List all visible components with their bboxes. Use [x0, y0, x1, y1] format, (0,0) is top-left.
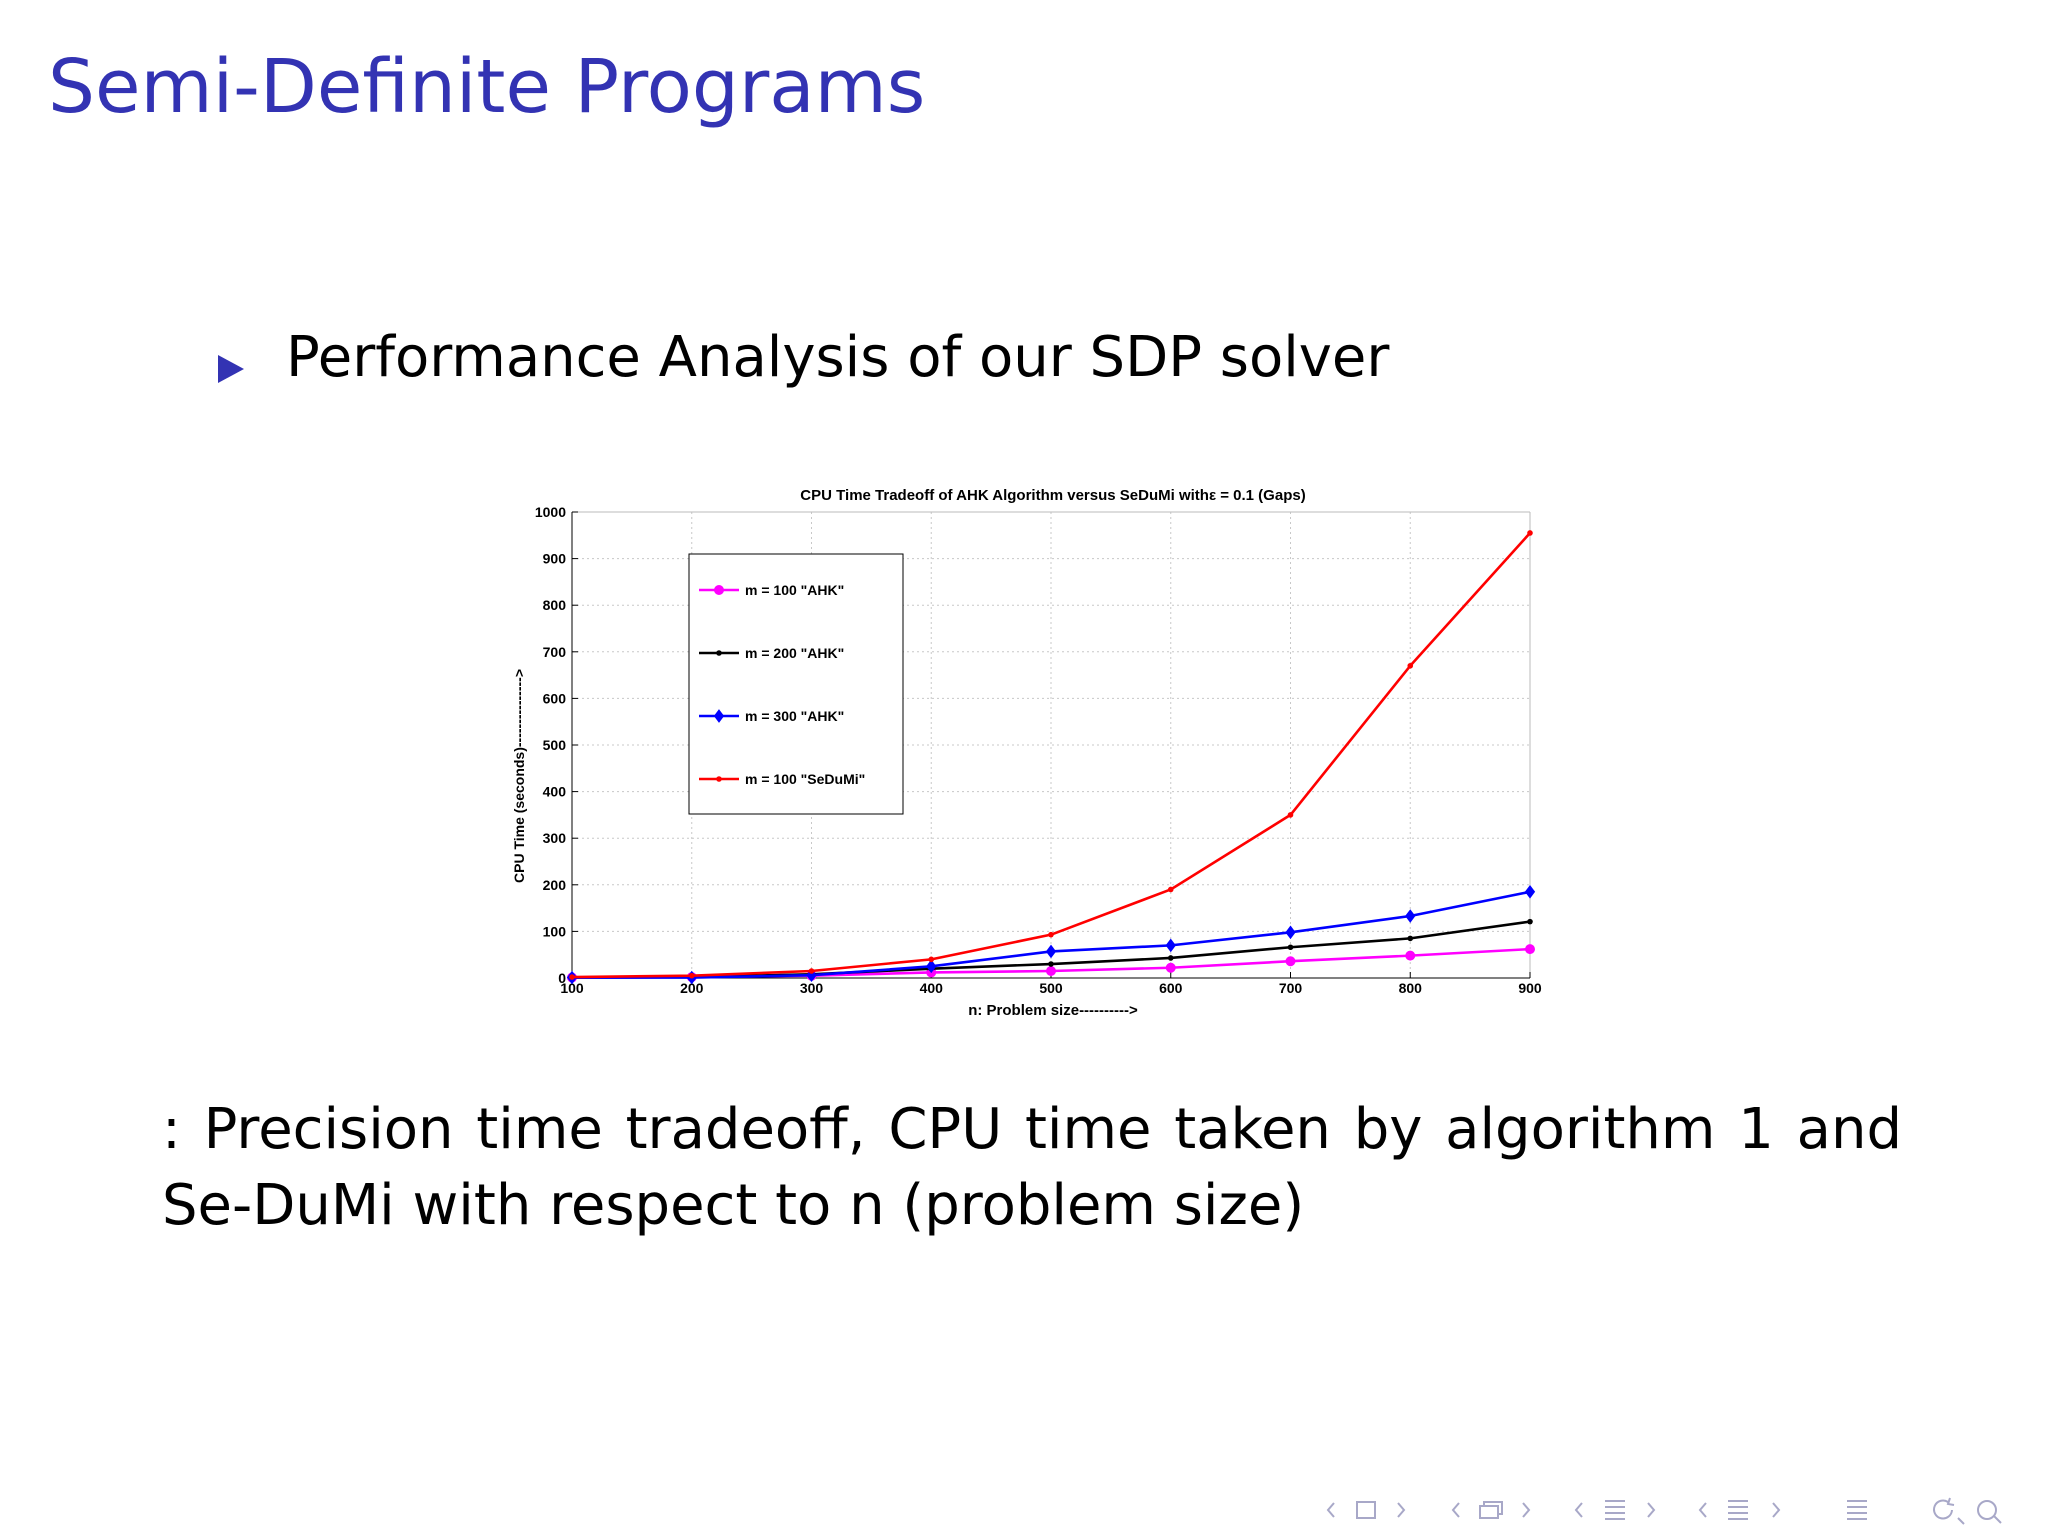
data-point [1527, 918, 1533, 925]
data-point [716, 776, 722, 782]
data-point [1407, 662, 1414, 669]
search-icon[interactable] [1976, 1500, 2004, 1524]
data-point [1407, 935, 1414, 942]
data-point [1405, 950, 1416, 961]
y-tick-label: 700 [543, 644, 567, 660]
chart-legend: m = 100 "AHK" m = 200 "AHK" m = 300 "AHK" m… [688, 553, 904, 815]
subsection-icon[interactable] [1479, 1501, 1503, 1519]
data-point [1405, 909, 1416, 923]
data-point [688, 972, 695, 979]
arrow-right-icon[interactable] [1397, 1502, 1406, 1518]
data-point [1046, 966, 1056, 977]
figure-caption: : Precision time tradeoff, CPU time take… [162, 1097, 1902, 1238]
appendix-icon[interactable] [1847, 1500, 1867, 1520]
legend-entry: m = 100 "SeDuMi" [745, 771, 865, 787]
data-point [1165, 938, 1176, 953]
arrow-left-icon[interactable] [1698, 1502, 1707, 1518]
x-tick-label: 300 [800, 980, 824, 996]
data-point [1285, 925, 1296, 940]
data-point [716, 650, 722, 656]
chart-x-axis-label: n: Problem size----------> [968, 1002, 1138, 1019]
bullet-triangle-icon [218, 355, 244, 383]
y-tick-label: 600 [543, 690, 567, 706]
x-tick-label: 400 [920, 980, 944, 996]
slide-title: Semi-Definite Programs [48, 44, 926, 130]
arrow-right-icon[interactable] [1647, 1502, 1656, 1518]
arrow-right-icon[interactable] [1772, 1502, 1781, 1518]
y-tick-label: 900 [543, 551, 567, 567]
data-point [1165, 962, 1176, 973]
bullet-text: Performance Analysis of our SDP solver [286, 325, 1390, 390]
data-point [1285, 956, 1296, 967]
y-tick-label: 1000 [535, 504, 566, 520]
data-point [1287, 812, 1294, 818]
data-point [569, 974, 575, 980]
y-tick-label: 400 [543, 784, 567, 800]
chart-series [566, 530, 1536, 985]
x-tick-label: 200 [680, 980, 704, 996]
data-point [926, 959, 937, 974]
legend-entry: m = 200 "AHK" [745, 645, 844, 661]
data-point [1167, 955, 1174, 961]
chart-axes: 100 200 300 400 500 600 700 800 9000100200300400… [535, 504, 1542, 996]
chart-title: CPU Time Tradeoff of AHK Algorithm versu… [800, 487, 1305, 504]
y-tick-label: 0 [558, 970, 566, 986]
data-point [713, 709, 725, 723]
legend-entry: m = 300 "AHK" [745, 708, 844, 724]
y-tick-label: 200 [543, 877, 567, 893]
arrow-right-icon[interactable] [1522, 1502, 1531, 1518]
x-tick-label: 900 [1518, 980, 1542, 996]
y-tick-label: 500 [543, 737, 567, 753]
series-3 [569, 530, 1533, 980]
data-point [1524, 884, 1536, 899]
data-point [1048, 961, 1054, 967]
x-tick-label: 600 [1159, 980, 1183, 996]
y-tick-label: 100 [543, 923, 567, 939]
data-point [1525, 944, 1535, 955]
arrow-left-icon[interactable] [1326, 1502, 1335, 1518]
search-back-icon[interactable] [1933, 1497, 1965, 1525]
x-tick-label: 500 [1039, 980, 1063, 996]
y-tick-label: 300 [543, 830, 567, 846]
data-point [1048, 931, 1054, 938]
data-point [714, 585, 724, 595]
x-tick-label: 700 [1279, 980, 1303, 996]
x-tick-label: 100 [560, 980, 584, 996]
frame-icon[interactable] [1356, 1501, 1376, 1519]
arrow-left-icon[interactable] [1574, 1502, 1583, 1518]
legend-entry: m = 100 "AHK" [745, 582, 844, 598]
legend-box [688, 553, 904, 815]
data-point [808, 968, 815, 974]
beamer-navigation-bar[interactable] [1318, 1494, 2018, 1528]
y-tick-label: 800 [543, 597, 567, 613]
x-tick-label: 800 [1399, 980, 1423, 996]
alignment-icon[interactable] [1728, 1500, 1748, 1520]
data-point [1527, 530, 1533, 536]
data-point [928, 956, 935, 963]
section-icon[interactable] [1605, 1500, 1625, 1520]
chart-y-axis-label: CPU Time (seconds)---------------> [511, 669, 527, 883]
arrow-left-icon[interactable] [1451, 1502, 1460, 1518]
data-point [1287, 944, 1294, 951]
data-point [1045, 944, 1057, 959]
data-point [1167, 886, 1174, 893]
